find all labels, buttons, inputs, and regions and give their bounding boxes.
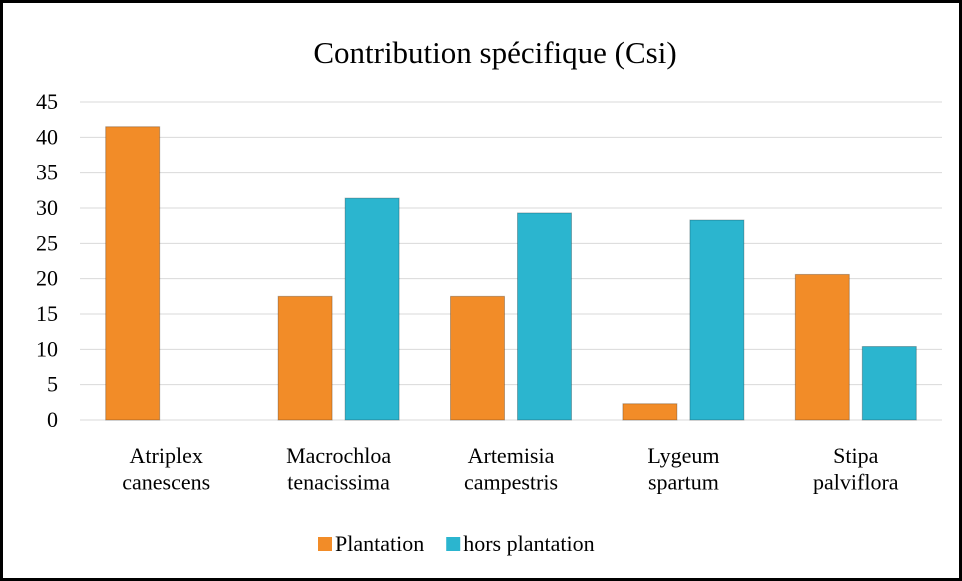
y-tick-label: 25 [36,230,58,255]
x-tick-label: Macrochloa tenacissima [286,443,391,494]
y-tick-label: 0 [47,407,58,432]
y-tick-label: 30 [36,195,58,220]
y-tick-label: 5 [47,372,58,397]
bar [689,219,745,421]
x-tick-label: Artemisia campestris [464,443,558,494]
bar [861,346,917,421]
y-tick-label: 20 [36,266,58,291]
y-tick-label: 45 [36,89,58,114]
x-tick-label: Stipa palviflora [813,443,899,494]
bar [794,273,850,421]
legend-label: Plantation [335,531,424,556]
x-tick-label: Lygeum spartum [647,443,719,494]
y-tick-label: 15 [36,301,58,326]
x-tick-label: Atriplex canescens [122,443,210,494]
bar [105,126,161,421]
legend-label: hors plantation [463,531,594,556]
bar [622,403,678,421]
bar [344,197,400,421]
bar [277,295,333,421]
bar [517,212,572,421]
legend-swatch [318,537,332,551]
y-tick-label: 10 [36,336,58,361]
y-tick-label: 35 [36,160,58,185]
chart-title: Contribution spécifique (Csi) [313,35,676,70]
y-tick-label: 40 [36,124,58,149]
legend-swatch [446,537,461,551]
bar [450,295,505,421]
